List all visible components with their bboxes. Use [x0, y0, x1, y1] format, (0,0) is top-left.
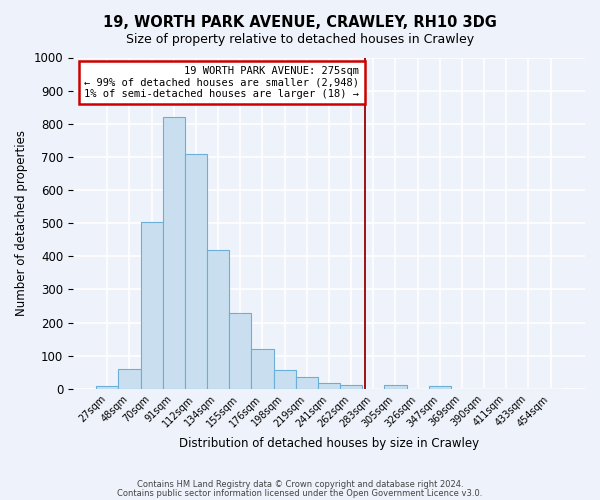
Y-axis label: Number of detached properties: Number of detached properties: [15, 130, 28, 316]
Bar: [163, 117, 185, 389]
Bar: [251, 349, 274, 389]
Bar: [96, 386, 118, 389]
Bar: [185, 154, 207, 389]
Bar: [385, 385, 407, 389]
X-axis label: Distribution of detached houses by size in Crawley: Distribution of detached houses by size …: [179, 437, 479, 450]
Bar: [207, 250, 229, 389]
Bar: [296, 378, 318, 389]
Text: Size of property relative to detached houses in Crawley: Size of property relative to detached ho…: [126, 32, 474, 46]
Bar: [318, 383, 340, 389]
Text: Contains HM Land Registry data © Crown copyright and database right 2024.: Contains HM Land Registry data © Crown c…: [137, 480, 463, 489]
Bar: [429, 386, 451, 389]
Bar: [274, 370, 296, 389]
Bar: [229, 312, 251, 389]
Bar: [340, 385, 362, 389]
Text: 19, WORTH PARK AVENUE, CRAWLEY, RH10 3DG: 19, WORTH PARK AVENUE, CRAWLEY, RH10 3DG: [103, 15, 497, 30]
Bar: [140, 222, 163, 389]
Text: Contains public sector information licensed under the Open Government Licence v3: Contains public sector information licen…: [118, 488, 482, 498]
Text: 19 WORTH PARK AVENUE: 275sqm
← 99% of detached houses are smaller (2,948)
1% of : 19 WORTH PARK AVENUE: 275sqm ← 99% of de…: [85, 66, 359, 99]
Bar: [118, 369, 140, 389]
